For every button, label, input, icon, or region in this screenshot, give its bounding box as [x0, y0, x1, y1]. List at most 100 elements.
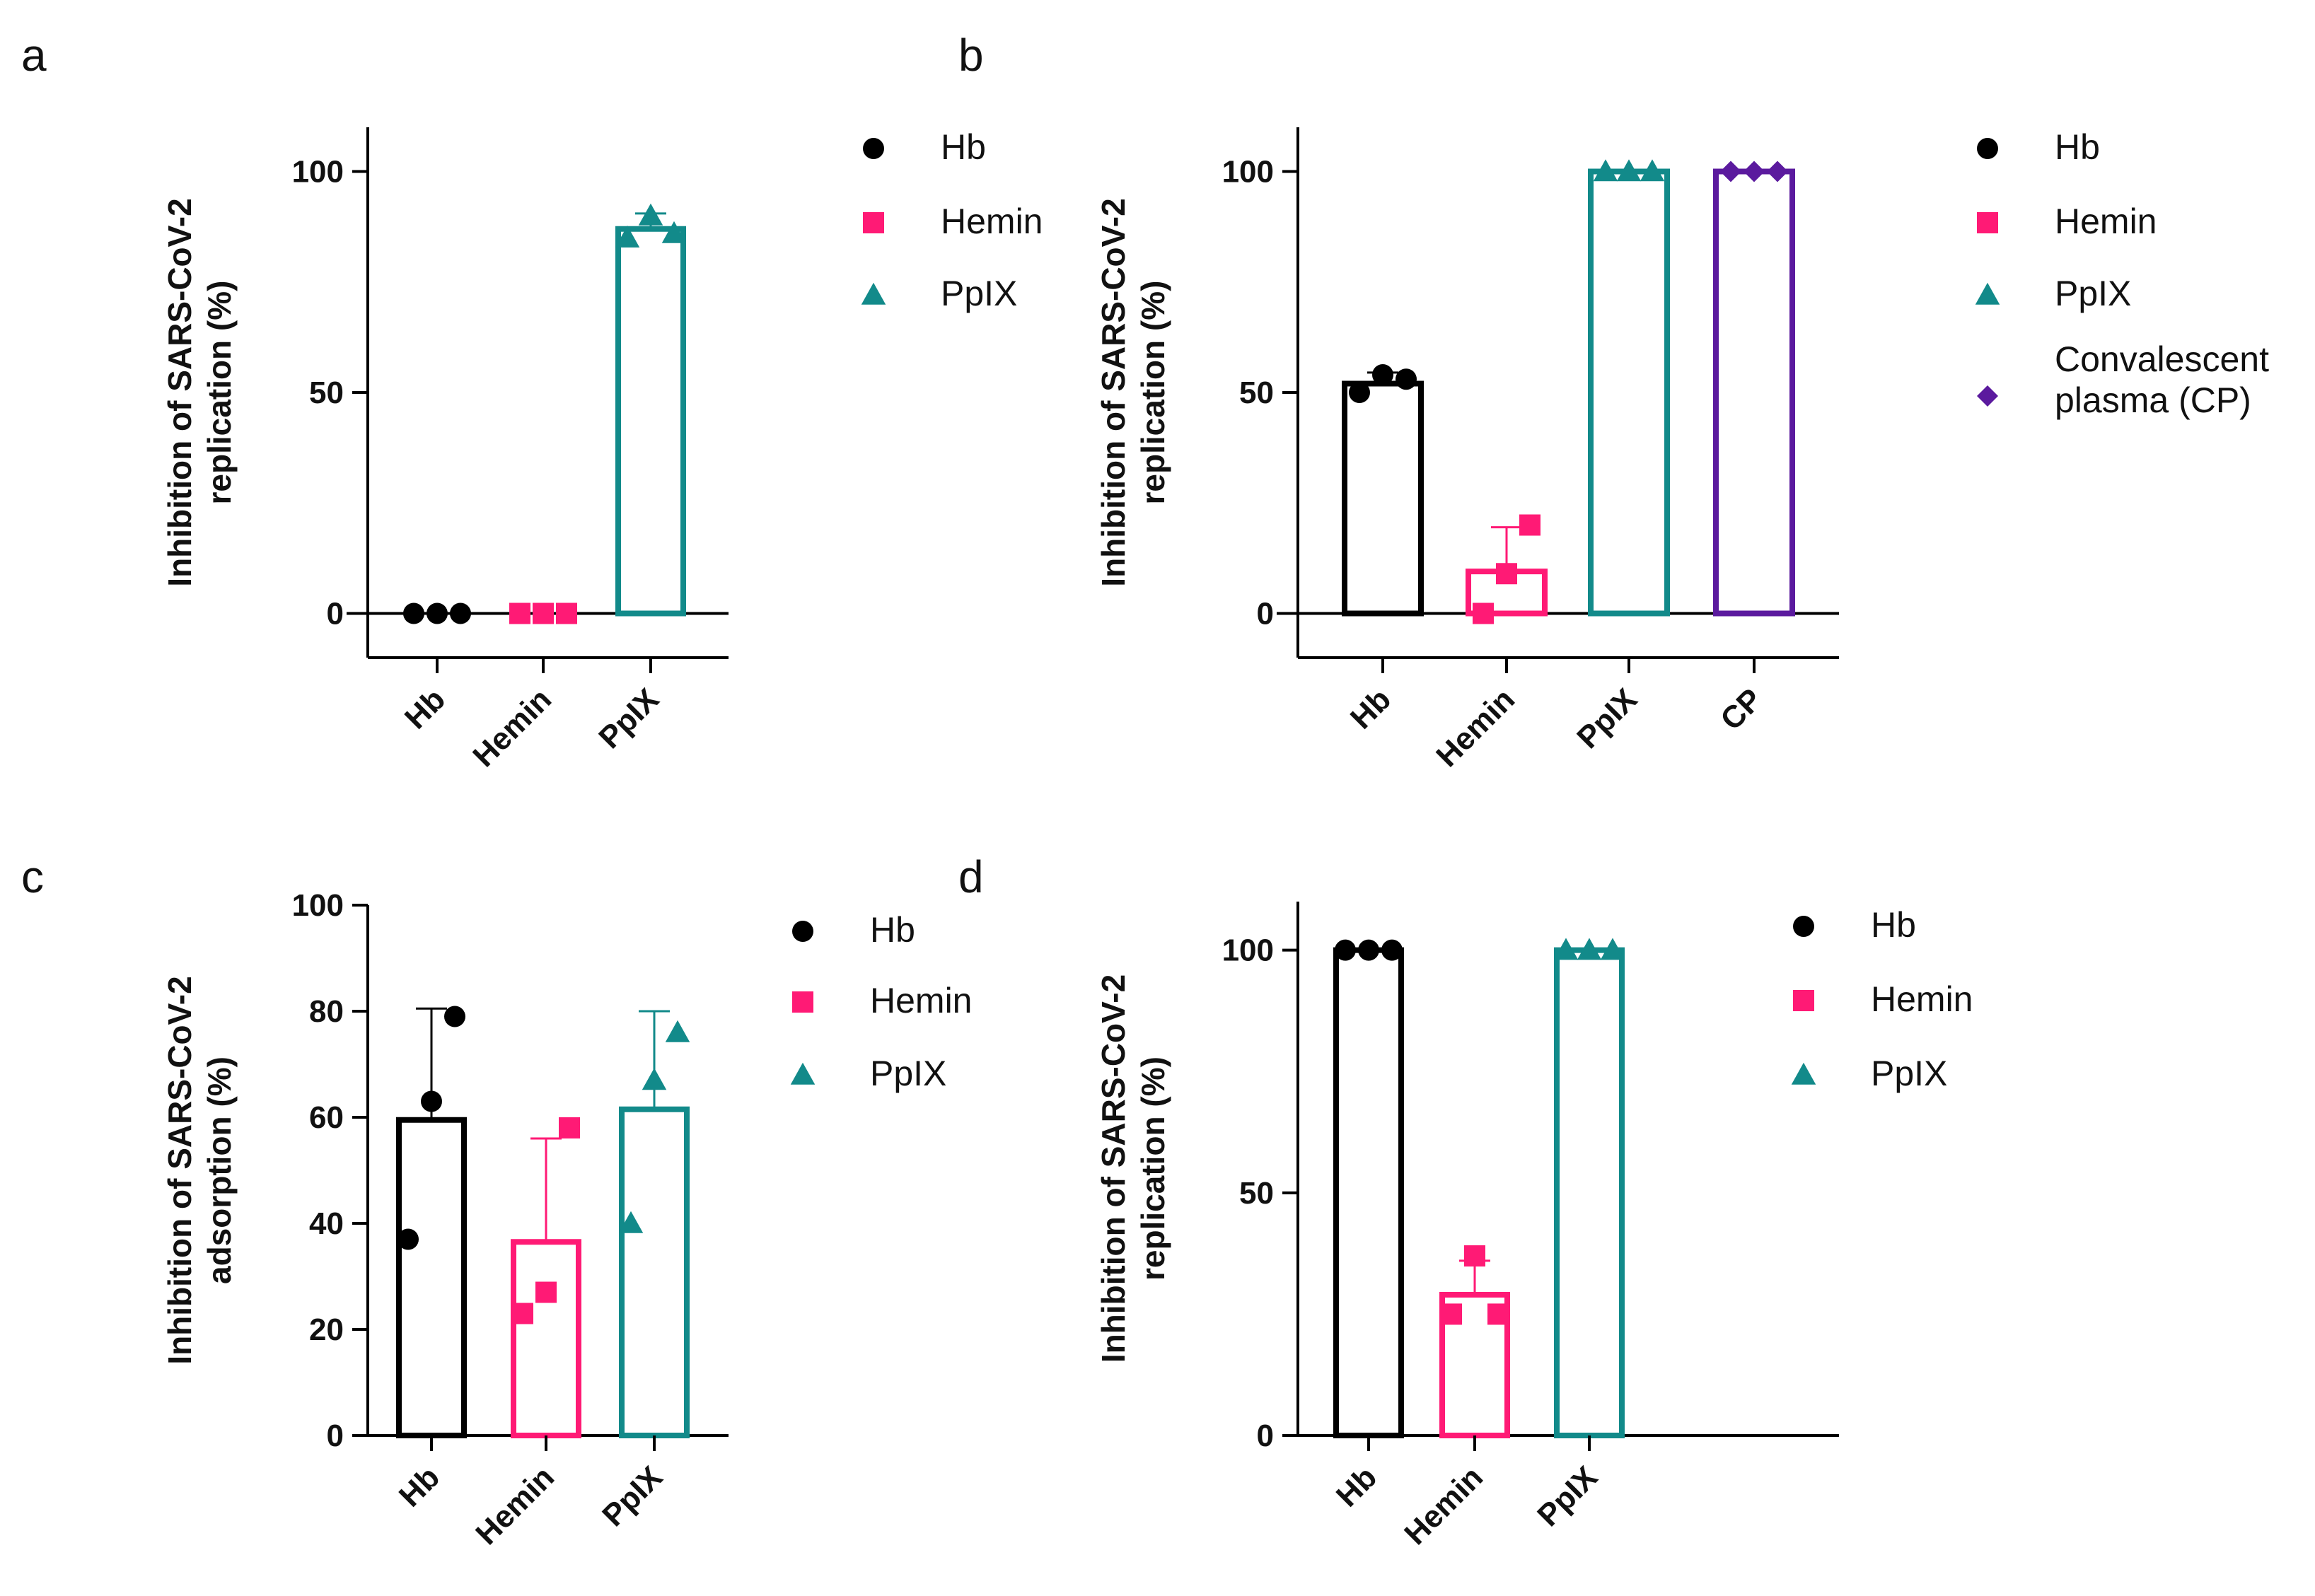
panel-letter-b: b: [958, 30, 984, 81]
data-point: [533, 602, 554, 624]
y-tick-label: 100: [1222, 155, 1274, 190]
legend-marker: [861, 282, 886, 305]
y-tick-label: 100: [1222, 933, 1274, 968]
y-axis-title: replication (%): [201, 281, 238, 505]
legend-marker: [792, 991, 813, 1013]
legend-label: Hemin: [941, 202, 1043, 241]
data-point: [1441, 1303, 1462, 1325]
panel-b: b 0 50 100 Inhibition of SARS-CoV-2 replicat…: [958, 30, 2269, 774]
legend-label: PpIX: [870, 1054, 946, 1093]
bar-ppix: [1588, 168, 1670, 617]
panel-a: a 0 50 100 Inhibition of SARS-CoV-2 replicat…: [21, 30, 1043, 774]
panel-d: d 0 50 100 Inhibition of SARS-CoV-2 replicat…: [958, 851, 1973, 1551]
y-tick-label: 100: [292, 155, 344, 190]
x-tick-label: Hemin: [469, 1460, 561, 1551]
bar-hb: [1333, 947, 1404, 1438]
y-tick-label: 80: [309, 994, 344, 1029]
data-point: [1593, 159, 1618, 182]
y-axis-title: Inhibition of SARS-CoV-2: [1095, 198, 1132, 586]
x-tick-label: PpIX: [592, 682, 666, 755]
legend-marker: [1975, 282, 2000, 305]
legend-label: plasma (CP): [2055, 380, 2251, 420]
data-point: [615, 226, 640, 248]
data-point: [1372, 364, 1393, 385]
data-point: [638, 203, 663, 226]
data-point: [665, 1020, 690, 1042]
data-point: [512, 1303, 533, 1324]
bar-hemin: [511, 1239, 581, 1438]
bar-hb: [1342, 380, 1424, 617]
legend-marker: [1977, 138, 1998, 159]
x-tick-label: Hemin: [1398, 1460, 1490, 1551]
data-point: [1473, 602, 1494, 624]
x-tick-label: Hb: [1330, 1460, 1383, 1513]
data-point: [444, 1006, 465, 1027]
legend-label: Hemin: [870, 981, 972, 1020]
legend-label: Hemin: [1871, 979, 1973, 1019]
x-tick-label: PpIX: [596, 1460, 669, 1533]
data-point: [1349, 382, 1370, 403]
data-point: [1743, 161, 1765, 182]
y-axis-title: adsorption (%): [201, 1056, 238, 1284]
legend-label: Hemin: [2055, 202, 2157, 241]
legend-marker: [863, 138, 884, 159]
legend-marker: [1977, 212, 1998, 233]
data-point: [535, 1281, 557, 1303]
data-point: [661, 221, 687, 243]
legend-marker: [1977, 385, 1998, 407]
legend-marker: [1793, 990, 1814, 1011]
bar-hb: [396, 1117, 467, 1438]
y-tick-label: 0: [327, 1419, 344, 1453]
y-axis-title: replication (%): [1135, 281, 1171, 505]
x-tick-label: Hemin: [466, 682, 558, 774]
legend-marker: [863, 212, 884, 233]
panel-letter-a: a: [21, 30, 47, 81]
data-point: [1767, 161, 1788, 182]
data-point: [1640, 159, 1665, 182]
legend-label: Hb: [2055, 127, 2100, 167]
legend-label: PpIX: [1871, 1054, 1947, 1093]
data-point: [618, 1211, 644, 1233]
bar-ppix: [1554, 947, 1625, 1438]
x-tick-label: Hb: [398, 682, 452, 735]
y-tick-label: 20: [309, 1312, 344, 1347]
bar-ppix: [619, 1106, 690, 1438]
legend-label: Hb: [1871, 905, 1916, 945]
data-point: [1496, 563, 1517, 585]
legend-marker: [1791, 1062, 1816, 1085]
legend-marker: [792, 921, 813, 942]
bar-ppix: [615, 226, 686, 617]
data-point: [403, 602, 424, 624]
x-tick-label: CP: [1714, 682, 1769, 737]
data-point: [398, 1228, 419, 1250]
data-point: [1396, 368, 1417, 390]
data-point: [1720, 161, 1741, 182]
data-point: [1519, 514, 1541, 536]
y-tick-label: 0: [327, 597, 344, 631]
data-point: [556, 602, 577, 624]
legend-marker: [790, 1062, 816, 1085]
legend-label: Convalescent: [2055, 339, 2269, 379]
data-point: [559, 1117, 580, 1138]
data-point: [421, 1090, 442, 1112]
data-point: [427, 602, 448, 624]
panel-letter-d: d: [958, 851, 984, 902]
data-point: [1335, 939, 1356, 961]
data-point: [1381, 939, 1403, 961]
legend-label: Hb: [870, 910, 915, 950]
legend-label: Hb: [941, 127, 986, 167]
data-point: [1464, 1245, 1485, 1267]
bar-convalescent: [1713, 168, 1795, 617]
y-axis-title: Inhibition of SARS-CoV-2: [161, 976, 198, 1364]
y-tick-label: 0: [1257, 1419, 1274, 1453]
legend-label: PpIX: [2055, 274, 2131, 313]
x-tick-label: Hemin: [1429, 682, 1521, 774]
data-point: [509, 602, 530, 624]
data-point: [642, 1068, 667, 1090]
panel-letter-c: c: [21, 851, 44, 902]
y-axis-title: replication (%): [1135, 1056, 1171, 1281]
y-tick-label: 60: [309, 1100, 344, 1135]
y-tick-label: 0: [1257, 597, 1274, 631]
y-tick-label: 50: [1239, 1176, 1274, 1211]
